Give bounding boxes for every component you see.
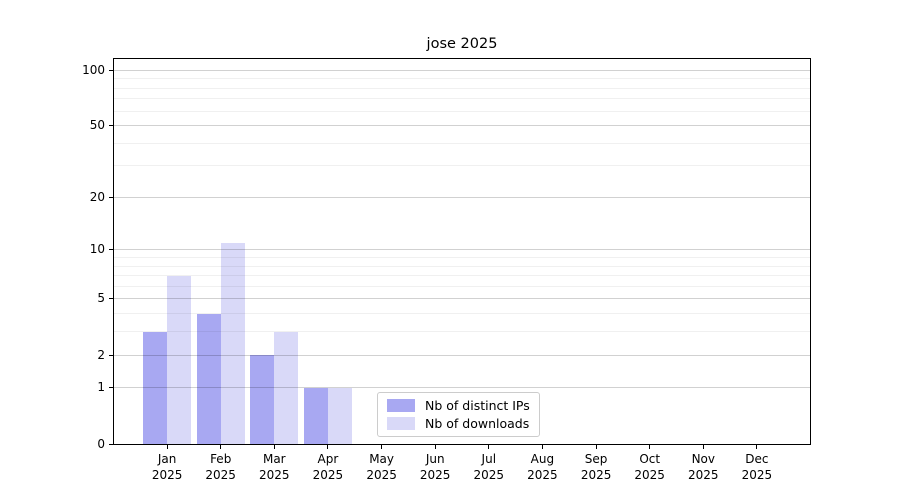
bar-distinct-ips <box>250 355 275 444</box>
x-tick <box>434 445 436 449</box>
y-gridline-minor <box>114 98 810 100</box>
x-tick <box>649 445 651 449</box>
y-gridline-minor <box>114 331 810 333</box>
y-tick-label: 20 <box>89 189 105 204</box>
y-tick <box>109 249 113 251</box>
y-tick <box>109 354 113 356</box>
y-tick <box>109 69 113 71</box>
bar-downloads <box>220 242 245 444</box>
x-tick <box>273 445 275 449</box>
x-tick-label: Apr 2025 <box>312 452 344 482</box>
x-tick-label: Dec 2025 <box>741 452 773 482</box>
x-tick <box>488 445 490 449</box>
bar-distinct-ips <box>303 387 328 444</box>
y-gridline-minor <box>114 78 810 80</box>
y-gridline-major <box>114 196 810 198</box>
y-tick-label: 10 <box>89 242 105 257</box>
x-tick <box>166 445 168 449</box>
legend-item-downloads: Nb of downloads <box>387 416 530 431</box>
y-gridline-major <box>114 69 810 71</box>
x-tick-label: Jun 2025 <box>419 452 451 482</box>
y-gridline-minor <box>114 87 810 89</box>
y-tick-label: 100 <box>82 62 105 77</box>
legend-item-distinct-ips: Nb of distinct IPs <box>387 398 530 413</box>
x-tick <box>756 445 758 449</box>
y-gridline-minor <box>114 110 810 112</box>
x-tick-label: May 2025 <box>366 452 397 482</box>
x-tick-label: Feb 2025 <box>205 452 236 482</box>
y-tick <box>109 443 113 445</box>
x-tick-label: Oct 2025 <box>634 452 665 482</box>
x-tick <box>702 445 704 449</box>
x-tick <box>220 445 222 449</box>
legend: Nb of distinct IPs Nb of downloads <box>377 392 540 437</box>
y-gridline-minor <box>114 313 810 315</box>
x-tick-label: Aug 2025 <box>527 452 558 482</box>
x-tick-label: Jan 2025 <box>151 452 183 482</box>
x-tick <box>595 445 597 449</box>
y-gridline-major <box>114 125 810 127</box>
y-tick <box>109 196 113 198</box>
legend-label-downloads: Nb of downloads <box>425 416 530 431</box>
bar-downloads <box>274 331 299 444</box>
y-tick-label: 1 <box>97 380 105 395</box>
y-gridline-major <box>114 298 810 300</box>
x-tick-label: Nov 2025 <box>688 452 719 482</box>
bar-downloads <box>167 275 192 444</box>
gridlines-layer <box>114 59 810 444</box>
y-tick-label: 50 <box>89 118 105 133</box>
legend-swatch-downloads <box>387 417 415 430</box>
x-tick <box>541 445 543 449</box>
y-gridline-major <box>114 354 810 356</box>
y-tick-label: 0 <box>97 436 105 451</box>
bar-downloads <box>327 387 352 444</box>
bar-distinct-ips <box>196 313 221 444</box>
x-tick <box>381 445 383 449</box>
y-tick <box>109 298 113 300</box>
chart-title: jose 2025 <box>426 36 498 52</box>
y-gridline-major <box>114 249 810 251</box>
y-tick-label: 2 <box>97 347 105 362</box>
y-gridline-minor <box>114 165 810 167</box>
x-tick-label: Jul 2025 <box>473 452 505 482</box>
x-tick-label: Mar 2025 <box>259 452 290 482</box>
y-gridline-minor <box>114 275 810 277</box>
y-tick-label: 5 <box>97 291 105 306</box>
y-gridline-minor <box>114 142 810 144</box>
y-gridline-minor <box>114 257 810 258</box>
y-tick <box>109 387 113 389</box>
y-gridline-major <box>114 387 810 389</box>
x-tick-label: Sep 2025 <box>580 452 612 482</box>
bar-distinct-ips <box>143 331 168 444</box>
legend-swatch-distinct-ips <box>387 399 415 412</box>
y-gridline-minor <box>114 285 810 287</box>
y-tick <box>109 125 113 127</box>
x-tick <box>327 445 329 449</box>
y-gridline-minor <box>114 265 810 267</box>
bars-layer <box>114 59 810 444</box>
plot-area <box>113 58 811 445</box>
legend-label-distinct-ips: Nb of distinct IPs <box>425 398 530 413</box>
